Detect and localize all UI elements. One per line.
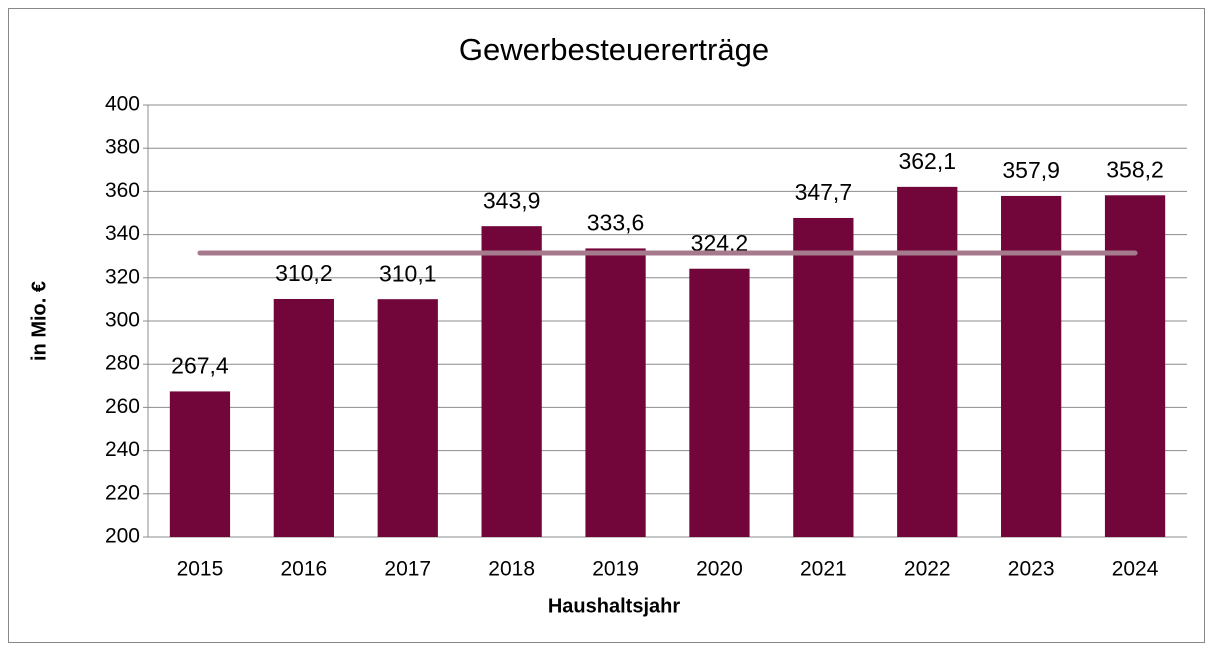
bar: [169, 391, 231, 537]
data-label: 343,9: [483, 187, 541, 213]
bar: [1001, 195, 1062, 537]
y-tick-label: 320: [105, 265, 140, 288]
bar: [377, 299, 438, 537]
bar: [273, 298, 334, 537]
x-tick-label: 2015: [177, 558, 224, 581]
y-tick-label: 400: [105, 93, 140, 116]
x-tick-label: 2016: [280, 558, 327, 581]
x-tick-label: 2024: [1112, 558, 1159, 581]
x-axis-title: Haushaltsjahr: [548, 595, 680, 617]
data-label: 347,7: [795, 179, 853, 205]
bar: [793, 217, 854, 537]
bar: [897, 186, 958, 537]
data-label: 310,2: [275, 260, 333, 286]
x-tick-label: 2017: [384, 558, 431, 581]
data-label: 267,4: [171, 352, 229, 378]
data-label: 358,2: [1106, 156, 1164, 182]
y-tick-label: 300: [105, 309, 140, 332]
y-tick-label: 200: [105, 525, 140, 548]
x-tick-label: 2020: [696, 558, 743, 581]
y-tick-label: 380: [105, 136, 140, 159]
y-tick-label: 220: [105, 481, 140, 504]
data-label: 362,1: [898, 148, 956, 174]
x-tick-label: 2022: [904, 558, 951, 581]
chart-title: Gewerbesteuererträge: [459, 32, 769, 67]
data-label: 357,9: [1002, 157, 1060, 183]
y-tick-label: 240: [105, 438, 140, 461]
bar: [1104, 195, 1166, 537]
y-tick-label: 260: [105, 395, 140, 418]
y-tick-label: 340: [105, 222, 140, 245]
y-tick-label: 360: [105, 179, 140, 202]
y-tick-label: 280: [105, 352, 140, 375]
x-tick-label: 2023: [1008, 558, 1055, 581]
data-label: 310,1: [379, 260, 437, 286]
bar: [481, 226, 542, 537]
bar: [585, 248, 646, 537]
x-tick-label: 2019: [592, 558, 639, 581]
bar: [689, 268, 750, 537]
y-axis-title: in Mio. €: [28, 281, 50, 361]
x-tick-label: 2018: [488, 558, 535, 581]
x-tick-label: 2021: [800, 558, 847, 581]
data-label: 333,6: [587, 210, 645, 236]
